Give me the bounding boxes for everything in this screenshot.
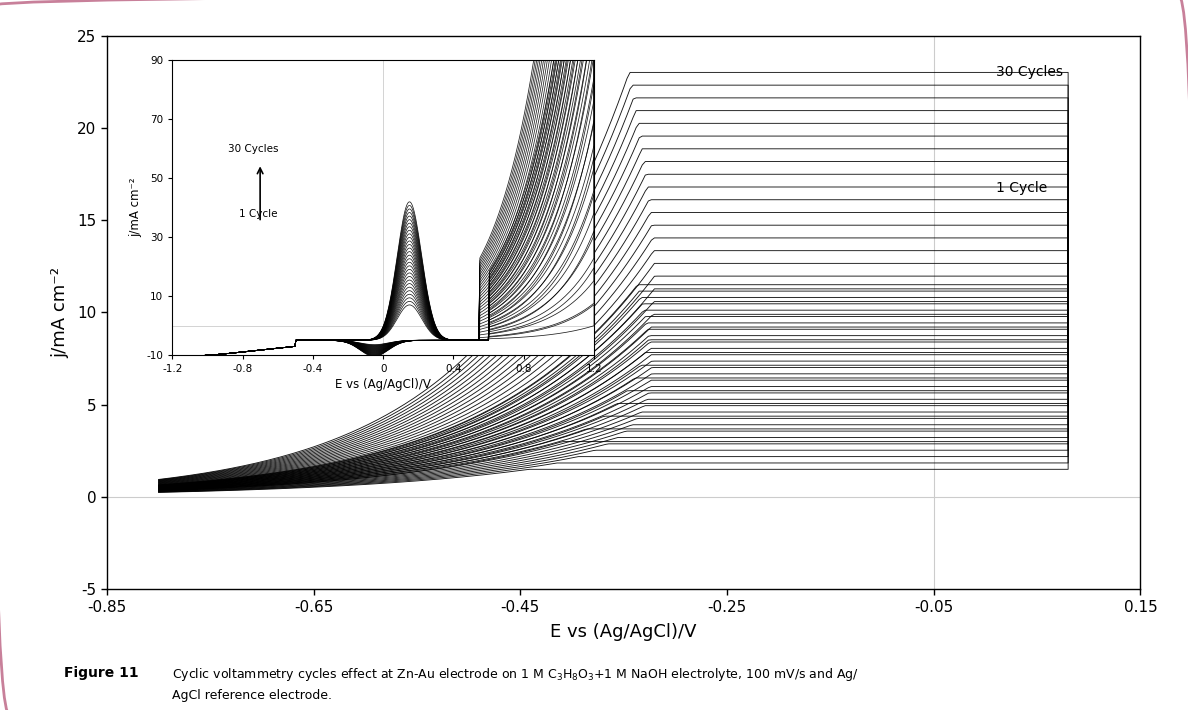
Text: Figure 11: Figure 11 bbox=[64, 666, 138, 679]
X-axis label: E vs (Ag/AgCl)/V: E vs (Ag/AgCl)/V bbox=[550, 623, 697, 641]
X-axis label: E vs (Ag/AgCl)/V: E vs (Ag/AgCl)/V bbox=[335, 378, 431, 391]
Text: 1 Cycle: 1 Cycle bbox=[996, 182, 1047, 195]
Y-axis label: j/mA cm⁻²: j/mA cm⁻² bbox=[129, 178, 143, 237]
Text: 1 Cycle: 1 Cycle bbox=[239, 209, 278, 219]
Text: 30 Cycles: 30 Cycles bbox=[996, 65, 1063, 79]
Y-axis label: j/mA cm⁻²: j/mA cm⁻² bbox=[51, 267, 69, 358]
Text: AgCl reference electrode.: AgCl reference electrode. bbox=[172, 689, 333, 701]
Text: Cyclic voltammetry cycles effect at Zn-Au electrode on 1 M C$_3$H$_8$O$_3$+1 M N: Cyclic voltammetry cycles effect at Zn-A… bbox=[172, 666, 859, 683]
Text: 30 Cycles: 30 Cycles bbox=[228, 143, 279, 154]
